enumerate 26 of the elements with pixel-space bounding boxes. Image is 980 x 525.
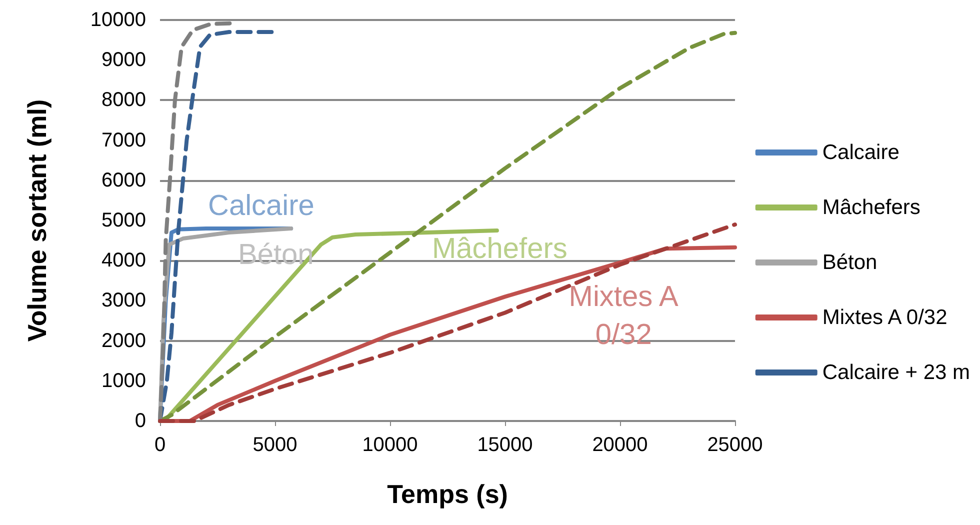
y-tick-label: 2000: [102, 330, 146, 352]
annotation: Calcaire: [208, 190, 314, 222]
y-tick-label: 8000: [102, 89, 146, 112]
x-tick-label: 25000: [707, 434, 763, 456]
x-tick-label: 20000: [592, 434, 648, 456]
y-tick-label: 4000: [102, 250, 146, 272]
y-tick-label: 5000: [102, 210, 146, 232]
y-tick-label: 1000: [102, 370, 146, 392]
x-tick-label: 10000: [362, 434, 418, 456]
y-tick-label: 3000: [102, 290, 146, 312]
annotation: Mâchefers: [432, 233, 568, 265]
x-tick-label: 0: [154, 434, 166, 456]
x-axis-title: Temps (s): [387, 479, 508, 509]
y-axis-title: Volume sortant (ml): [22, 99, 52, 342]
legend-label: Béton: [822, 251, 878, 274]
y-tick-label: 6000: [102, 169, 146, 192]
legend-label: Mixtes A 0/32: [822, 306, 948, 329]
legend-label: Calcaire: [822, 141, 900, 164]
x-tick-label: 15000: [477, 434, 533, 456]
legend-label: Mâchefers: [822, 196, 920, 219]
y-tick-label: 10000: [90, 9, 146, 31]
y-tick-label: 0: [134, 410, 146, 432]
y-tick-label: 9000: [102, 49, 146, 72]
x-tick-label: 5000: [252, 434, 298, 456]
legend-label: Calcaire + 23 m: [822, 361, 970, 384]
y-tick-label: 7000: [102, 129, 146, 152]
